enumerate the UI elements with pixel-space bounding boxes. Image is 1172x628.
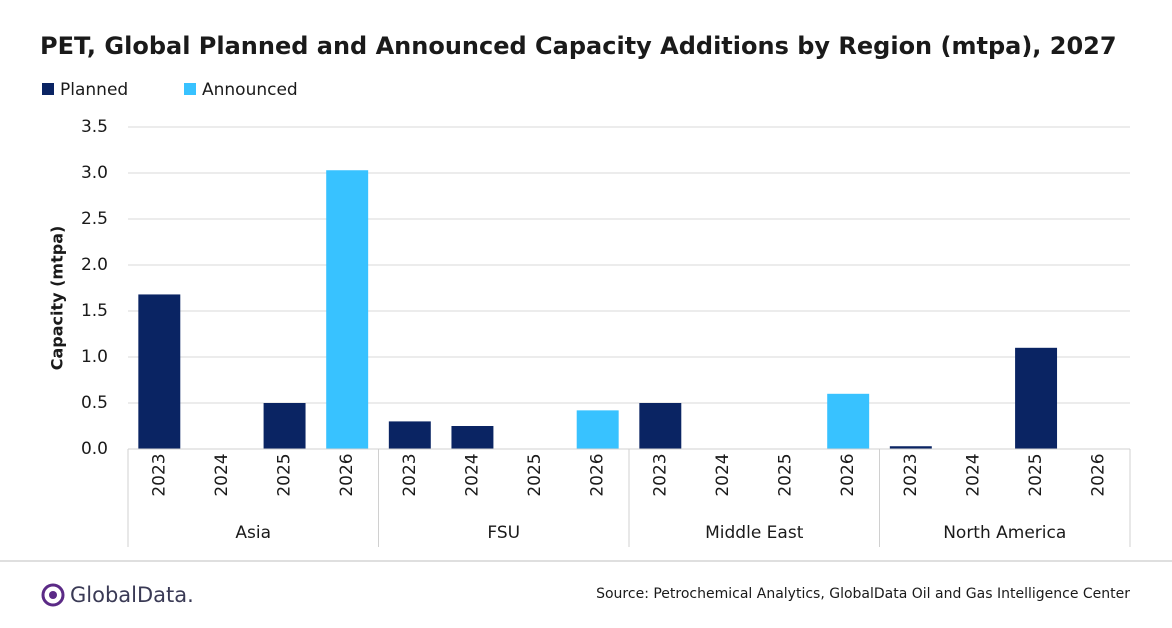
bar xyxy=(889,446,932,449)
x-tick-label: 2024 xyxy=(212,453,232,496)
y-axis-title: Capacity (mtpa) xyxy=(48,226,67,371)
x-tick-label: 2026 xyxy=(838,453,858,496)
logo-icon xyxy=(41,583,65,607)
y-tick-label: 3.0 xyxy=(81,163,108,183)
x-tick-label: 2025 xyxy=(1026,453,1046,496)
legend-swatch xyxy=(184,83,196,95)
x-tick-label: 2025 xyxy=(776,453,796,496)
x-tick-label: 2024 xyxy=(713,453,733,496)
bar xyxy=(388,421,431,449)
x-tick-label: 2026 xyxy=(337,453,357,496)
x-tick-label: 2024 xyxy=(462,453,482,496)
x-tick-label: 2025 xyxy=(275,453,295,496)
y-tick-label: 1.0 xyxy=(81,347,108,367)
x-tick-label: 2026 xyxy=(588,453,608,496)
y-tick-label: 0.0 xyxy=(81,439,108,459)
bar xyxy=(1015,347,1058,449)
y-tick-label: 1.5 xyxy=(81,301,108,321)
bar xyxy=(326,170,369,450)
x-tick-label: 2023 xyxy=(901,453,921,496)
legend-label: Planned xyxy=(60,80,128,100)
bar xyxy=(576,410,619,449)
y-tick-label: 2.5 xyxy=(81,209,108,229)
x-tick-label: 2026 xyxy=(1089,453,1109,496)
x-tick-label: 2025 xyxy=(525,453,545,496)
group-label: Asia xyxy=(235,523,271,543)
group-label: Middle East xyxy=(705,523,804,543)
group-label: FSU xyxy=(487,523,520,543)
legend-label: Announced xyxy=(202,80,298,100)
y-tick-label: 2.0 xyxy=(81,255,108,275)
bar xyxy=(639,403,682,449)
bar xyxy=(451,426,494,449)
x-tick-label: 2024 xyxy=(963,453,983,496)
group-label: North America xyxy=(943,523,1066,543)
chart-title: PET, Global Planned and Announced Capaci… xyxy=(40,32,1117,60)
brand-name: GlobalData. xyxy=(70,583,194,607)
x-tick-label: 2023 xyxy=(650,453,670,496)
bar xyxy=(138,294,181,449)
bar xyxy=(263,403,306,449)
x-tick-label: 2023 xyxy=(149,453,169,496)
brand-logo: GlobalData. xyxy=(41,583,194,607)
legend-swatch xyxy=(42,83,54,95)
bar xyxy=(827,393,870,449)
y-tick-label: 3.5 xyxy=(81,117,108,137)
x-tick-label: 2023 xyxy=(400,453,420,496)
source-note: Source: Petrochemical Analytics, GlobalD… xyxy=(596,586,1130,602)
logo-dot xyxy=(49,591,57,599)
y-tick-label: 0.5 xyxy=(81,393,108,413)
